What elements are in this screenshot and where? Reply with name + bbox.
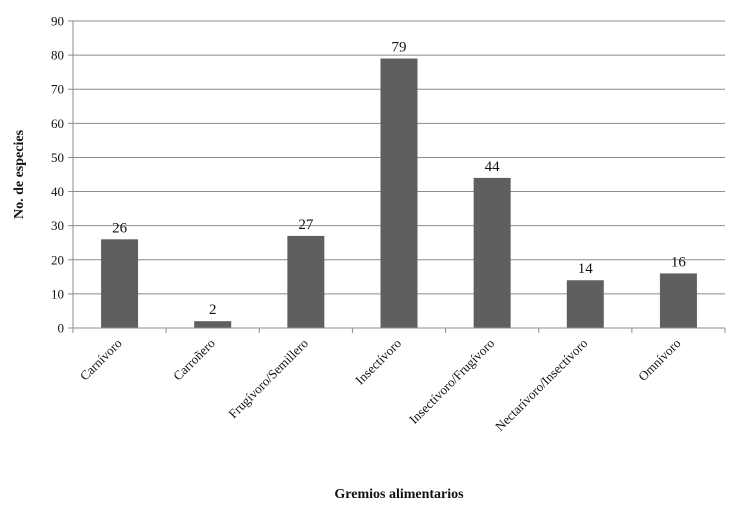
bar — [101, 239, 139, 328]
data-label: 14 — [578, 261, 594, 277]
data-label: 26 — [112, 220, 128, 236]
x-tick-label: Insectívoro/Frugívoro — [406, 336, 497, 427]
data-label: 16 — [671, 254, 687, 270]
x-tick-label: Insectívoro — [352, 336, 404, 388]
y-tick-label: 20 — [51, 252, 64, 267]
x-tick-label: Carroñero — [170, 336, 218, 384]
y-tick-label: 40 — [51, 184, 64, 199]
data-label: 44 — [485, 159, 501, 175]
data-label: 79 — [392, 40, 407, 56]
data-label: 2 — [209, 302, 217, 318]
y-tick-label: 90 — [51, 14, 64, 29]
bar — [566, 280, 604, 328]
y-axis-title: No. de especies — [12, 129, 27, 219]
x-tick-label: Frugívoro/Semillero — [225, 336, 311, 422]
y-tick-label: 0 — [58, 321, 65, 336]
x-axis-title: Gremios alimentarios — [334, 487, 464, 502]
data-label: 27 — [298, 217, 314, 233]
y-tick-label: 10 — [51, 286, 64, 301]
bars — [101, 58, 697, 329]
y-tick-label: 60 — [51, 116, 64, 131]
bar — [287, 235, 325, 328]
data-labels: 26 2 27 79 44 14 16 — [112, 40, 686, 319]
y-tick-label: 70 — [51, 82, 64, 97]
y-tick-label: 50 — [51, 150, 64, 165]
bar — [659, 273, 697, 328]
bar — [473, 177, 511, 328]
y-axis-ticks: 0 10 20 30 40 50 60 70 80 90 — [51, 14, 73, 336]
x-axis-ticks: Carnívoro Carroñero Frugívoro/Semillero Ins… — [72, 328, 726, 434]
y-tick-label: 30 — [51, 218, 64, 233]
x-tick-label: Nectarívoro/Insectívoro — [492, 336, 590, 434]
x-tick-label: Omnívoro — [635, 336, 683, 384]
bar — [380, 58, 418, 329]
x-tick-label: Carnívoro — [77, 336, 125, 384]
bar — [194, 321, 232, 328]
y-tick-label: 80 — [51, 48, 64, 63]
